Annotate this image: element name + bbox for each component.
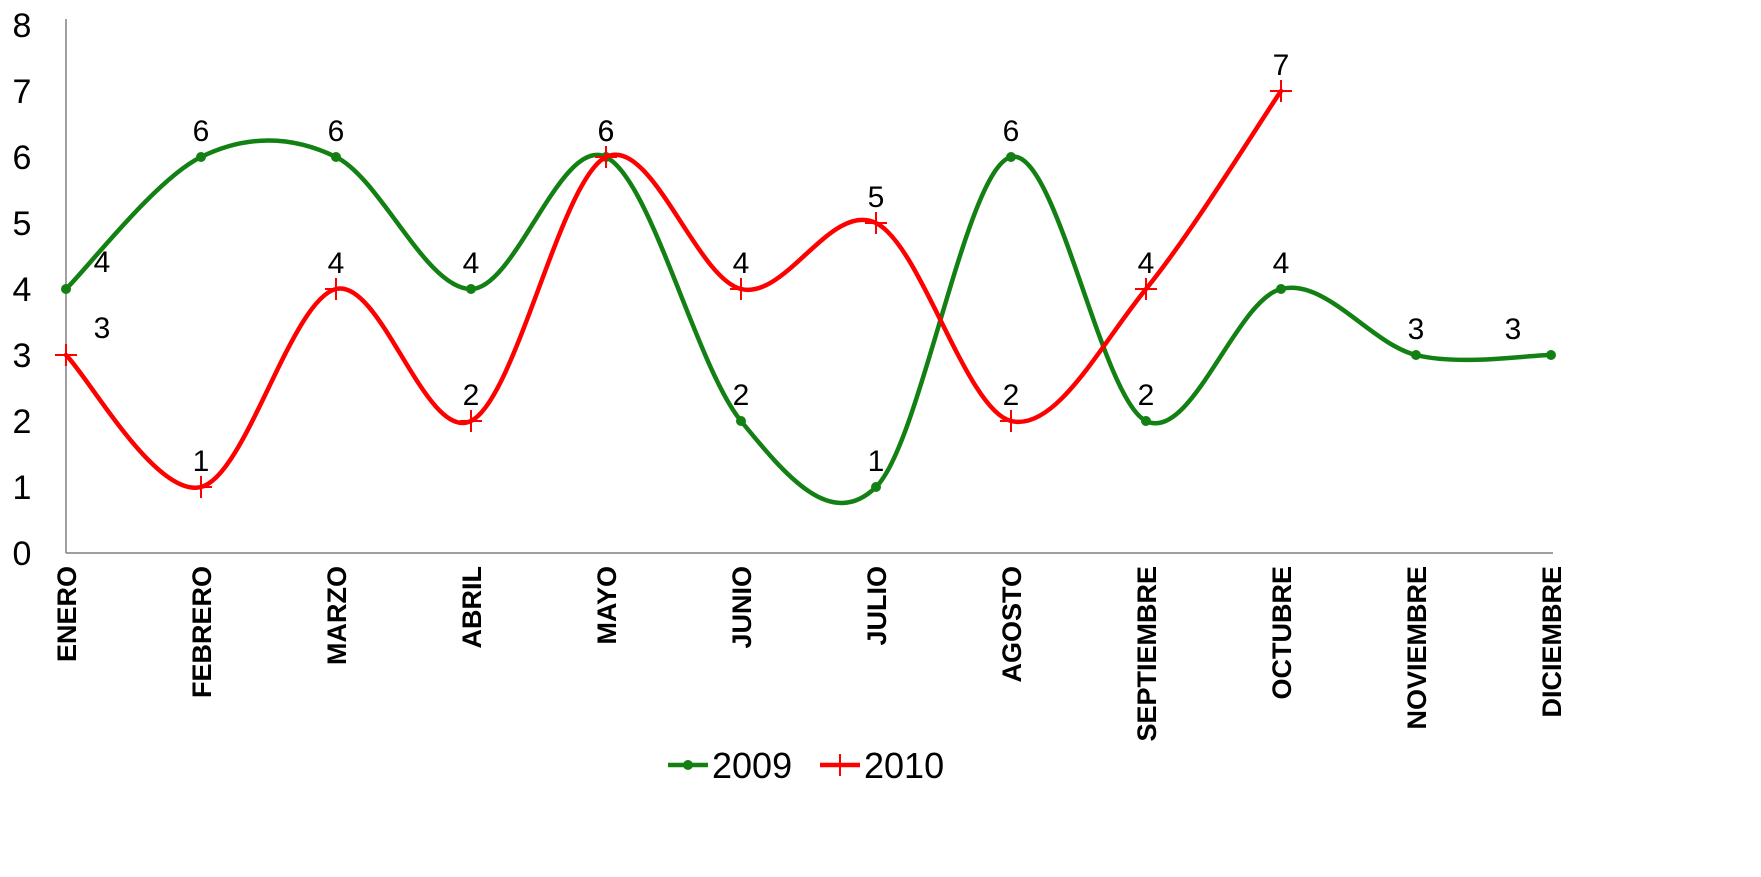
x-tick-label: NOVIEMBRE — [1402, 566, 1432, 730]
data-label-2009: 3 — [1505, 313, 1522, 346]
data-point-2010 — [190, 476, 212, 498]
data-label-2010: 6 — [598, 115, 615, 148]
x-tick-label: JULIO — [862, 566, 892, 646]
y-tick-label: 7 — [13, 73, 32, 111]
data-label-2010: 4 — [1138, 247, 1155, 280]
data-label-2010: 7 — [1273, 49, 1290, 82]
series-line-2009 — [63, 138, 1554, 506]
x-axis-ticks: ENERO FEBRERO MARZO ABRIL MAYO JUNIO JULIO AGOS… — [52, 566, 1567, 742]
x-tick-label: AGOSTO — [997, 566, 1027, 683]
x-tick-label: ENERO — [52, 566, 82, 662]
data-label-2009: 3 — [1408, 313, 1425, 346]
x-tick-label: JUNIO — [727, 566, 757, 649]
data-point-2009 — [61, 284, 71, 294]
data-label-2009: 4 — [94, 246, 111, 279]
y-tick-label: 3 — [13, 337, 32, 375]
legend-label: 2010 — [864, 745, 944, 786]
y-tick-label: 0 — [13, 535, 32, 573]
data-point-2009 — [196, 152, 206, 162]
data-point-2009 — [1276, 284, 1286, 294]
x-tick-label: MAYO — [592, 566, 622, 645]
y-tick-label: 8 — [13, 7, 32, 45]
legend-item-2009: 2009 — [668, 745, 792, 786]
data-label-2010: 2 — [1003, 379, 1020, 412]
x-tick-label: MARZO — [322, 566, 352, 665]
legend-item-2010: 2010 — [820, 745, 944, 786]
data-point-2010 — [325, 278, 347, 300]
y-tick-label: 6 — [13, 139, 32, 177]
legend-label: 2009 — [712, 745, 792, 786]
series-group — [55, 80, 1556, 506]
data-point-2009 — [331, 152, 341, 162]
data-point-2009 — [1141, 416, 1151, 426]
data-point-2009 — [871, 482, 881, 492]
data-point-2009 — [1546, 350, 1556, 360]
data-label-2009: 6 — [598, 115, 615, 148]
y-tick-label: 4 — [13, 271, 32, 309]
data-label-2009: 2 — [1138, 379, 1155, 412]
data-point-2009 — [466, 284, 476, 294]
data-label-2010: 5 — [868, 181, 885, 214]
data-label-2009: 6 — [193, 115, 210, 148]
series-line-2010 — [63, 88, 1284, 490]
legend: 2009 2010 — [668, 745, 944, 786]
data-label-2010: 1 — [193, 445, 210, 478]
series-2010 — [55, 80, 1292, 498]
data-label-2010: 4 — [733, 247, 750, 280]
data-label-2009: 4 — [1273, 247, 1290, 280]
data-label-2010: 4 — [328, 247, 345, 280]
data-point-2010 — [730, 278, 752, 300]
x-tick-label: DICIEMBRE — [1537, 566, 1567, 718]
data-label-2009: 2 — [733, 379, 750, 412]
data-point-2010 — [55, 344, 77, 366]
data-label-2010: 3 — [94, 312, 111, 345]
data-label-2009: 1 — [868, 445, 885, 478]
y-tick-label: 1 — [13, 469, 32, 507]
x-tick-label: OCTUBRE — [1267, 566, 1297, 700]
data-point-2010 — [1135, 278, 1157, 300]
y-axis-ticks: 0 1 2 3 4 5 6 7 8 — [13, 7, 32, 573]
axes — [65, 19, 1553, 554]
series-2009 — [61, 138, 1556, 506]
data-point-2010 — [460, 410, 482, 432]
data-point-2009 — [1006, 152, 1016, 162]
data-point-2010 — [865, 212, 887, 234]
data-point-2010 — [1000, 410, 1022, 432]
data-label-2009: 4 — [463, 247, 480, 280]
y-tick-label: 2 — [13, 403, 32, 441]
data-point-2009 — [736, 416, 746, 426]
x-tick-label: FEBRERO — [187, 566, 217, 698]
x-tick-label: SEPTIEMBRE — [1132, 566, 1162, 742]
data-point-2010 — [1270, 80, 1292, 102]
data-point-2009 — [1411, 350, 1421, 360]
data-label-2009: 6 — [328, 115, 345, 148]
data-point-2010 — [595, 146, 617, 168]
y-tick-label: 5 — [13, 205, 32, 243]
data-label-2010: 2 — [463, 379, 480, 412]
x-tick-label: ABRIL — [457, 566, 487, 649]
data-label-2009: 6 — [1003, 115, 1020, 148]
